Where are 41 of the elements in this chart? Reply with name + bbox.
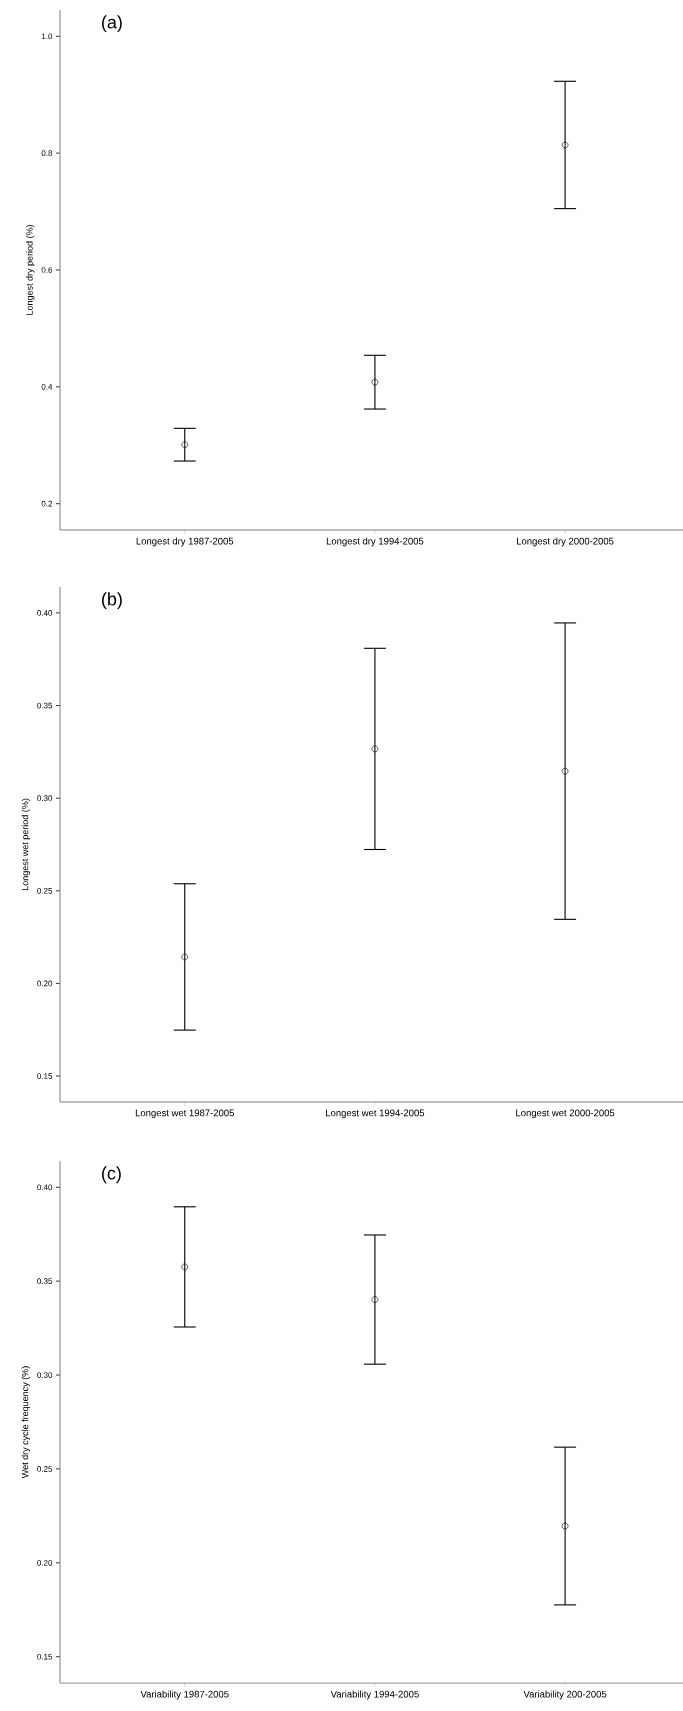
- y-tick-label: 0.25: [37, 887, 53, 894]
- y-tick-label: 0.30: [37, 1372, 53, 1378]
- y-tick-label: 0.8: [41, 150, 53, 156]
- y-axis-title: Wet dry cycle frequency (%): [21, 1366, 31, 1479]
- chart-title: (b): [102, 592, 122, 610]
- x-tick-label: Longest dry 2000-2005: [517, 537, 614, 547]
- y-tick-label: 0.35: [37, 702, 53, 709]
- x-tick-label: Variability 1987-2005: [140, 1690, 229, 1700]
- point: [371, 1296, 379, 1303]
- y-tick-label: 0.20: [37, 1559, 53, 1566]
- y-tick-label: 0.15: [37, 1073, 53, 1079]
- point: [561, 141, 569, 149]
- point: [561, 767, 569, 775]
- chart-title: (a): [102, 15, 122, 33]
- x-tick-label: Longest dry 1987-2005: [136, 537, 234, 547]
- x-tick-label: Longest wet 2000-2005: [516, 1109, 615, 1119]
- x-tick-label: Longest dry 1994-2005: [326, 537, 424, 547]
- y-axis-title: Longest dry period (%): [26, 225, 35, 315]
- y-tick-label: 0.40: [37, 610, 53, 616]
- x-tick-label: Longest wet 1994-2005: [326, 1109, 425, 1119]
- y-tick-label: 0.35: [37, 1278, 53, 1284]
- x-tick-label: Variability 200-2005: [523, 1690, 607, 1700]
- chart-title: (c): [102, 1166, 121, 1184]
- y-tick-label: 0.30: [37, 795, 53, 802]
- point: [561, 1522, 569, 1530]
- point: [181, 441, 189, 448]
- x-tick-label: Variability 1994-2005: [330, 1690, 419, 1700]
- point: [181, 1263, 189, 1271]
- y-tick-label: 0.25: [37, 1466, 53, 1472]
- y-tick-label: 0.20: [37, 980, 53, 987]
- x-tick-label: Longest wet 1987-2005: [135, 1109, 234, 1119]
- y-tick-label: 0.6: [41, 267, 53, 273]
- y-tick-label: 1.0: [41, 33, 53, 40]
- point: [371, 745, 379, 753]
- y-tick-label: 0.40: [37, 1184, 53, 1191]
- y-axis-title: Longest wet period (%): [21, 798, 31, 891]
- point: [181, 953, 189, 961]
- y-tick-label: 0.2: [41, 500, 53, 507]
- y-tick-label: 0.15: [37, 1653, 53, 1660]
- point: [371, 378, 379, 386]
- y-tick-label: 0.4: [41, 384, 53, 390]
